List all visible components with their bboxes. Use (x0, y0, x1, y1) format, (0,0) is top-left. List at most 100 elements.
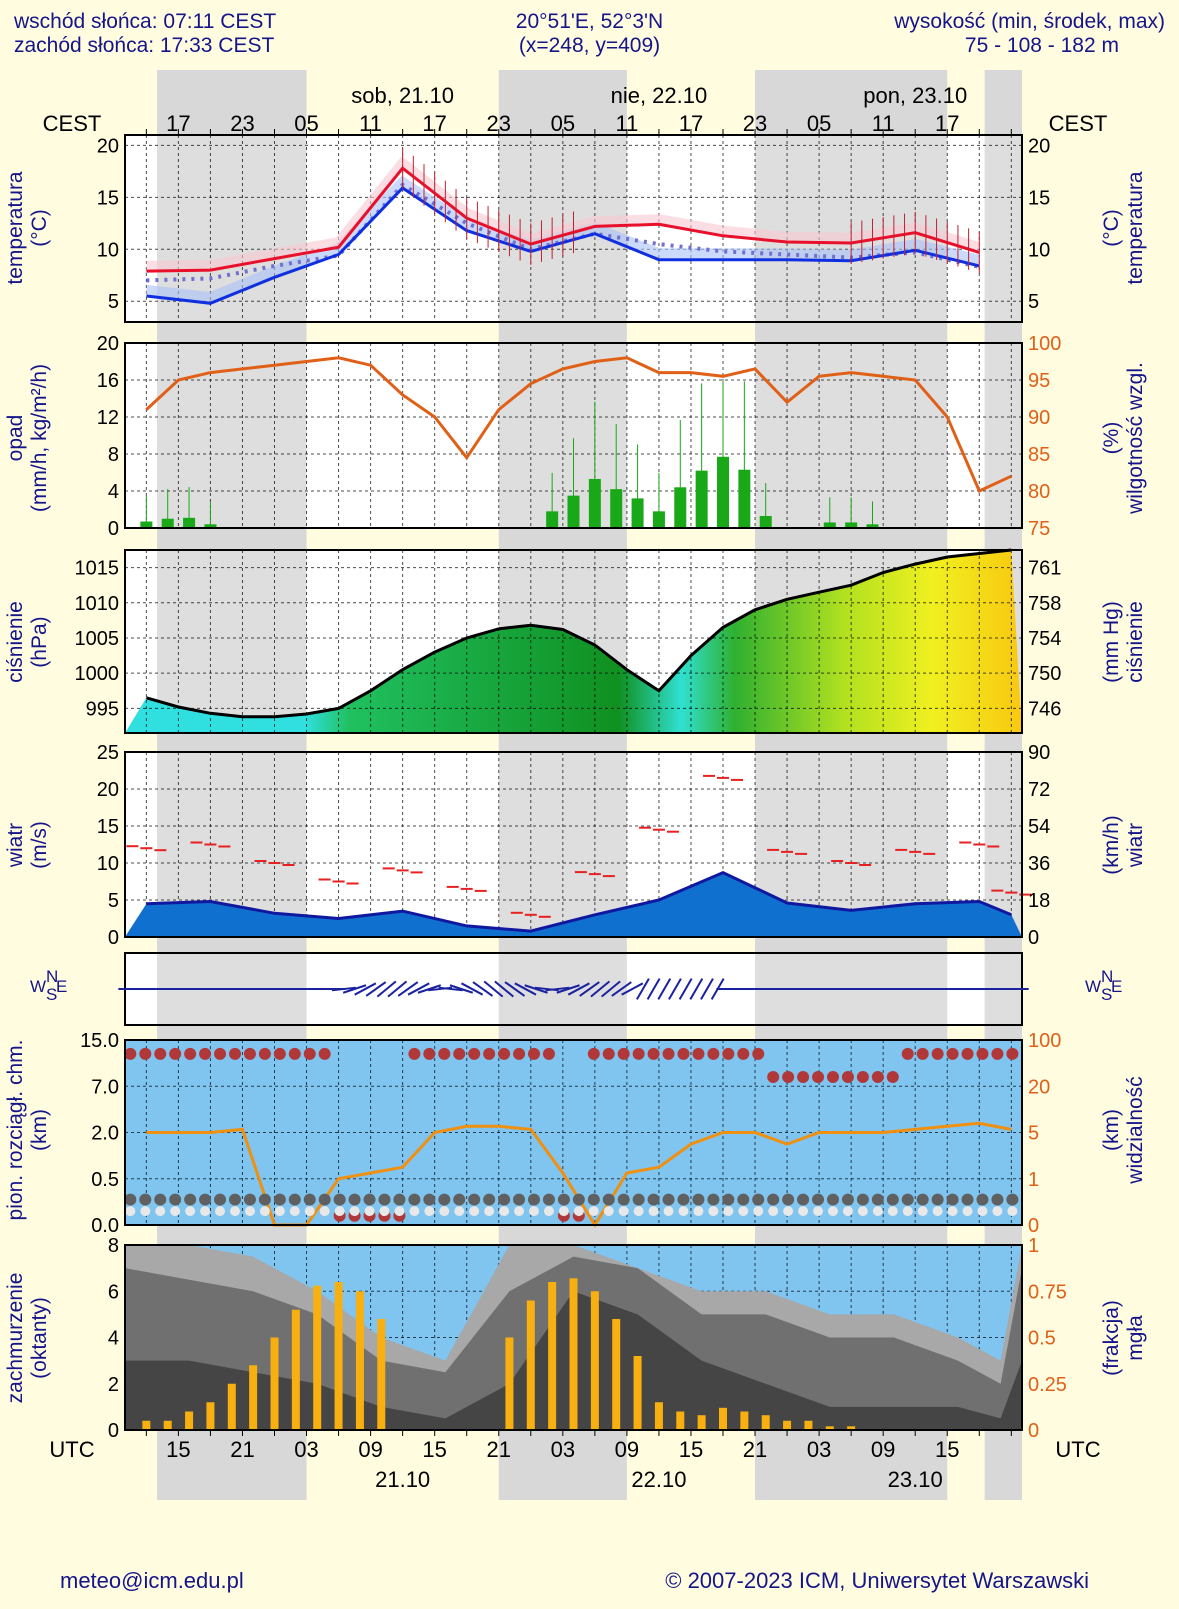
fog-bar (569, 1278, 578, 1430)
cloud-top-dot (707, 1047, 720, 1060)
pressure-tick-mmhg: 754 (1028, 628, 1061, 650)
fog-bar (227, 1383, 236, 1430)
wind-direction-arrow (504, 981, 526, 997)
bottom-tz-label-right: UTC (1055, 1437, 1100, 1462)
cloud-mid-dot (722, 1193, 735, 1206)
fog-bar (612, 1319, 621, 1430)
fog-bar (825, 1426, 834, 1430)
wind-direction-arrow (472, 981, 494, 997)
cloud-mid-dot (318, 1193, 331, 1206)
cloud-base-dot (798, 1206, 809, 1217)
wind-direction-arrow (494, 980, 514, 998)
cloud-height-tick: 0.0 (91, 1215, 119, 1237)
bottom-hour-label: 09 (615, 1437, 639, 1462)
humidity-label-right: wilgotność wzgl. (1124, 362, 1147, 515)
cloud-top-dot (961, 1047, 974, 1060)
cloud-mid-dot (797, 1193, 810, 1206)
temp-tick-left: 5 (108, 291, 119, 313)
cloud-top-dot (871, 1071, 884, 1083)
cloud-top-dot (916, 1047, 929, 1060)
cloud-base-dot (633, 1206, 644, 1217)
cloud-top-dot (408, 1047, 421, 1060)
footer-email[interactable]: meteo@icm.edu.pl (60, 1568, 244, 1593)
fog-bar (783, 1420, 792, 1430)
cloud-mid-dot (363, 1193, 376, 1206)
cloud-base-dot (170, 1206, 181, 1217)
cloud-base-dot (842, 1206, 853, 1217)
cloud-top-dot (498, 1047, 511, 1060)
fog-bar (249, 1365, 258, 1430)
cloud-top-dot (752, 1047, 765, 1060)
cloud-base-dot (693, 1206, 704, 1217)
visibility-label-right: widzialność (1124, 1076, 1147, 1184)
cloud-base-dot (648, 1206, 659, 1217)
cloud-base-dot (200, 1206, 211, 1217)
cloud-top-dot (318, 1047, 331, 1060)
cloud-top-dot (243, 1047, 256, 1060)
wind-direction-arrow (449, 984, 474, 994)
temp-tick-right: 20 (1028, 135, 1050, 157)
cloud-mid-dot (946, 1193, 959, 1206)
top-hour-label: 11 (615, 111, 638, 136)
cloud-mid-dot (199, 1193, 212, 1206)
cloud-mid-dot (647, 1193, 660, 1206)
cloud-mid-dot (692, 1193, 705, 1206)
cloud-top-dot (453, 1047, 466, 1060)
cloud-top-dot (214, 1047, 227, 1060)
cloud-base-dot (962, 1206, 973, 1217)
humidity-tick: 85 (1028, 444, 1050, 466)
cloud-base-dot (155, 1206, 166, 1217)
cloud-base-dot (140, 1206, 151, 1217)
fog-tick: 0.25 (1028, 1374, 1067, 1396)
pressure-tick-mmhg: 746 (1028, 698, 1061, 720)
wind-tick-ms: 20 (97, 779, 119, 801)
cloud-height-label-left: (km) (28, 1109, 51, 1151)
precip-tick: 4 (108, 481, 119, 503)
cloud-top-dot (527, 1047, 540, 1060)
sunrise-text: wschód słońca: 07:11 CEST (14, 10, 277, 33)
frame-temp (124, 134, 1023, 323)
cloud-mid-dot (513, 1193, 526, 1206)
footer-copyright: © 2007-2023 ICM, Uniwersytet Warszawski (665, 1568, 1089, 1593)
cloud-mid-dot (214, 1193, 227, 1206)
pressure-tick-hpa: 995 (86, 698, 119, 720)
precip-tick: 16 (97, 370, 119, 392)
fog-tick: 0 (1028, 1420, 1039, 1442)
bottom-hour-label: 21 (230, 1437, 254, 1462)
cloud-mid-dot (841, 1193, 854, 1206)
cloud-mid-dot (632, 1193, 645, 1206)
cloud-base-dot (947, 1206, 958, 1217)
grid-point-text: (x=248, y=409) (518, 34, 661, 57)
cloud-base-dot (409, 1206, 420, 1217)
bottom-hour-label: 03 (294, 1437, 318, 1462)
cloud-top-dot (587, 1047, 600, 1060)
wind-label-right: (km/h) (1100, 815, 1123, 875)
top-hour-label: 11 (359, 111, 382, 136)
wind-label-left: wiatr (4, 823, 27, 868)
cloud-top-dot (124, 1047, 137, 1060)
cloud-mid-dot (258, 1193, 271, 1206)
cover-tick: 4 (108, 1328, 119, 1350)
cloud-base-dot (977, 1206, 988, 1217)
bottom-hour-label: 15 (422, 1437, 446, 1462)
pressure-tick-hpa: 1005 (75, 628, 120, 650)
cloud-base-dot (394, 1206, 405, 1217)
cloud-base-dot (917, 1206, 928, 1217)
cloud-mid-dot (916, 1193, 929, 1206)
panel-shade-temp (984, 135, 1022, 322)
compass-right-n: N (1101, 967, 1113, 986)
frame-wind (124, 751, 1023, 938)
cloud-mid-dot (991, 1193, 1004, 1206)
cloud-base-dot (857, 1206, 868, 1217)
cloud-height-tick: 7.0 (91, 1076, 119, 1098)
wind-tick-ms: 0 (108, 927, 119, 949)
fog-bar (185, 1411, 194, 1430)
fog-bar (847, 1426, 856, 1430)
cloud-base-dot (1007, 1206, 1018, 1217)
bottom-hour-label: 21 (743, 1437, 767, 1462)
cloud-top-dot (767, 1071, 780, 1083)
cloud-top-dot (423, 1047, 436, 1060)
wind-direction-arrow (567, 982, 590, 996)
cloud-base-dot (783, 1206, 794, 1217)
cloud-top-dot (154, 1047, 167, 1060)
